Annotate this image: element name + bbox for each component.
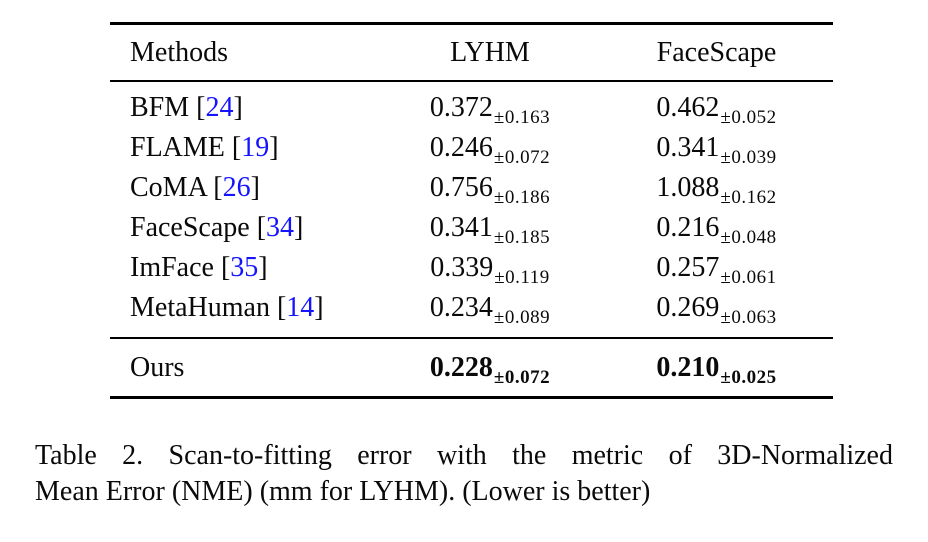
cite-bracket-open: [ xyxy=(196,92,206,123)
table-caption: Table 2. Scan-to-fitting error with the … xyxy=(35,438,893,510)
value: 0.210 xyxy=(656,351,720,383)
citation-link[interactable]: 26 xyxy=(222,172,251,203)
lyhm-value-cell: 0.246±0.072 xyxy=(380,132,600,168)
table-row-metahuman: MetaHuman [14] 0.234±0.089 0.269±0.063 xyxy=(110,288,833,328)
lyhm-value-cell: 0.339±0.119 xyxy=(380,252,600,288)
std-subscript: ±0.185 xyxy=(493,227,551,248)
std-subscript: ±0.048 xyxy=(720,227,777,248)
method-name: FLAME xyxy=(130,132,225,163)
method-cell: BFM [24] xyxy=(110,94,380,122)
value: 0.269 xyxy=(656,292,720,323)
cite-bracket-open: [ xyxy=(256,212,267,243)
citation-link[interactable]: 34 xyxy=(266,212,295,243)
method-cell: CoMA [26] xyxy=(110,174,380,202)
lyhm-value-cell: 0.341±0.185 xyxy=(380,212,600,248)
citation-link[interactable]: 14 xyxy=(286,292,315,323)
table-top-rule xyxy=(110,22,833,25)
table-mid-rule xyxy=(110,337,833,339)
column-header-facescape: FaceScape xyxy=(656,36,777,68)
cite-bracket-close: ] xyxy=(250,172,260,203)
cite-bracket-close: ] xyxy=(294,212,304,243)
value: 0.234 xyxy=(429,292,493,323)
std-subscript: ±0.039 xyxy=(720,147,777,168)
cite-bracket-open: [ xyxy=(276,292,287,323)
results-table: Methods LYHM FaceScape BFM [24] 0.372±0.… xyxy=(110,22,833,399)
method-cell: FaceScape [34] xyxy=(110,214,380,242)
table-bottom-rule xyxy=(110,396,833,399)
value: 0.339 xyxy=(430,252,494,283)
table-row-ours: Ours 0.228±0.072 0.210±0.025 xyxy=(110,339,833,396)
table-row-coma: CoMA [26] 0.756±0.186 1.088±0.162 xyxy=(110,168,833,208)
facescape-value-cell: 0.216±0.048 xyxy=(600,212,833,248)
value: 0.257 xyxy=(656,252,720,283)
table-row-imface: ImFace [35] 0.339±0.119 0.257±0.061 xyxy=(110,248,833,288)
std-subscript: ±0.163 xyxy=(493,107,551,128)
std-subscript: ±0.072 xyxy=(493,366,551,388)
value: 0.216 xyxy=(656,212,720,243)
table-row-facescape: FaceScape [34] 0.341±0.185 0.216±0.048 xyxy=(110,208,833,248)
std-subscript: ±0.063 xyxy=(720,307,777,328)
method-cell: Ours xyxy=(110,351,380,383)
facescape-value-cell: 0.257±0.061 xyxy=(600,252,833,288)
lyhm-value-cell: 0.228±0.072 xyxy=(380,351,600,387)
table-header-row: Methods LYHM FaceScape xyxy=(110,25,833,80)
method-cell: ImFace [35] xyxy=(110,254,380,282)
table-row-flame: FLAME [19] 0.246±0.072 0.341±0.039 xyxy=(110,128,833,168)
std-subscript: ±0.162 xyxy=(720,187,777,208)
column-header-lyhm: LYHM xyxy=(450,36,530,68)
cite-bracket-close: ] xyxy=(314,292,324,323)
cite-bracket-open: [ xyxy=(220,252,231,283)
table-body: BFM [24] 0.372±0.163 0.462±0.052 FLAME [… xyxy=(110,82,833,337)
std-subscript: ±0.061 xyxy=(720,267,777,288)
facescape-value-cell: 0.341±0.039 xyxy=(600,132,833,168)
value: 1.088 xyxy=(656,172,720,203)
lyhm-value-cell: 0.234±0.089 xyxy=(380,292,600,328)
lyhm-value-cell: 0.372±0.163 xyxy=(380,92,600,128)
method-name: Ours xyxy=(130,351,185,383)
value: 0.341 xyxy=(656,132,720,163)
facescape-value-cell: 0.210±0.025 xyxy=(600,351,833,387)
method-name: ImFace xyxy=(130,252,214,283)
table-header-rule xyxy=(110,80,833,82)
cite-bracket-close: ] xyxy=(233,92,243,123)
method-name: MetaHuman xyxy=(130,292,270,323)
citation-link[interactable]: 24 xyxy=(205,92,234,123)
value: 0.246 xyxy=(429,132,493,163)
caption-line-2: Mean Error (NME) (mm for LYHM). (Lower i… xyxy=(35,476,651,507)
method-name: CoMA xyxy=(130,172,207,203)
method-name: FaceScape xyxy=(130,212,250,243)
citation-link[interactable]: 19 xyxy=(241,132,270,163)
method-cell: FLAME [19] xyxy=(110,134,380,162)
facescape-value-cell: 0.269±0.063 xyxy=(600,292,833,328)
cite-bracket-open: [ xyxy=(231,132,242,163)
caption-line-1: Table 2. Scan-to-fitting error with the … xyxy=(35,440,893,471)
std-subscript: ±0.089 xyxy=(493,307,551,328)
std-subscript: ±0.072 xyxy=(493,147,551,168)
value: 0.341 xyxy=(429,212,493,243)
cite-bracket-close: ] xyxy=(258,252,268,283)
citation-link[interactable]: 35 xyxy=(230,252,259,283)
std-subscript: ±0.186 xyxy=(493,187,551,208)
facescape-value-cell: 0.462±0.052 xyxy=(600,92,833,128)
facescape-value-cell: 1.088±0.162 xyxy=(600,172,833,208)
method-name: BFM xyxy=(130,92,190,123)
column-header-methods: Methods xyxy=(130,36,228,68)
cite-bracket-close: ] xyxy=(269,132,279,163)
cite-bracket-open: [ xyxy=(213,172,223,203)
value: 0.228 xyxy=(429,351,493,383)
std-subscript: ±0.052 xyxy=(720,107,777,128)
table-row-bfm: BFM [24] 0.372±0.163 0.462±0.052 xyxy=(110,88,833,128)
value: 0.462 xyxy=(656,92,720,123)
std-subscript: ±0.119 xyxy=(494,267,550,288)
value: 0.372 xyxy=(429,92,493,123)
std-subscript: ±0.025 xyxy=(720,366,777,388)
value: 0.756 xyxy=(429,172,493,203)
lyhm-value-cell: 0.756±0.186 xyxy=(380,172,600,208)
method-cell: MetaHuman [14] xyxy=(110,294,380,322)
